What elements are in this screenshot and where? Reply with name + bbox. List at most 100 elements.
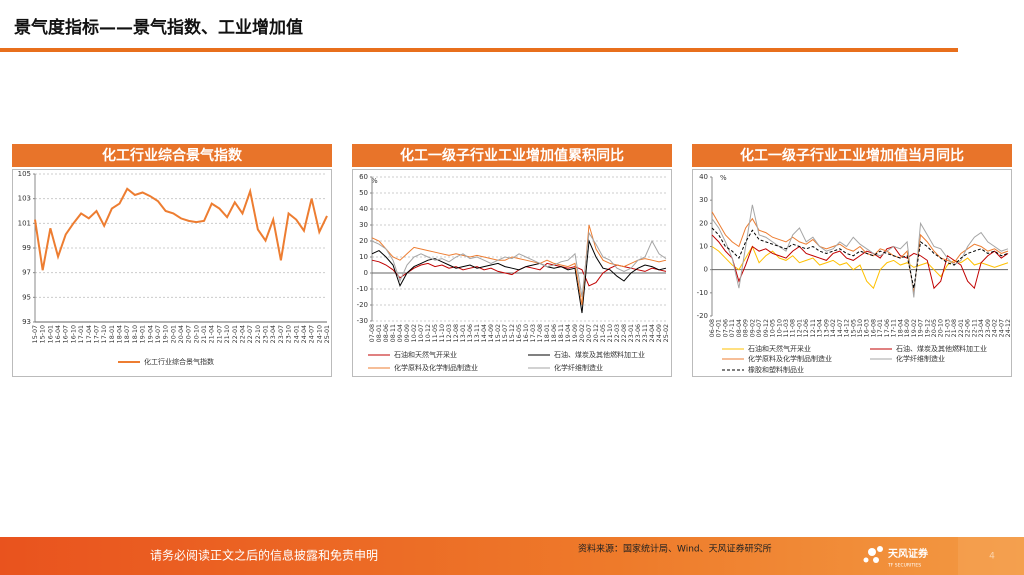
y-tick-label: -20 (357, 301, 368, 309)
x-tick-label: 17-06 (884, 319, 891, 337)
x-tick-label: 17-10 (101, 325, 108, 343)
x-tick-label: 16-05 (516, 324, 523, 342)
y-tick-label: 101 (18, 219, 31, 227)
series-line (711, 234, 1009, 290)
x-tick-label: 07-01 (716, 319, 723, 337)
y-tick-label: 103 (18, 195, 31, 203)
x-tick-label: 06-08 (709, 319, 716, 337)
x-tick-label: 10-10 (776, 319, 783, 337)
x-tick-label: 20-10 (938, 319, 945, 337)
series-line (711, 245, 1009, 290)
series-line (711, 227, 1009, 289)
x-tick-label: 09-04 (397, 324, 404, 342)
x-tick-label: 18-06 (551, 324, 558, 342)
x-tick-label: 17-11 (891, 319, 898, 337)
y-tick-label: 105 (18, 170, 31, 178)
x-tick-label: 22-01 (232, 325, 239, 343)
x-tick-label: 23-04 (978, 319, 985, 337)
x-tick-label: 13-09 (823, 319, 830, 337)
y-tick-label: 60 (359, 173, 368, 181)
y-tick-label: 50 (359, 189, 368, 197)
chart-title: 化工行业综合景气指数 (102, 147, 243, 164)
x-tick-label: 20-07 (186, 325, 193, 343)
x-tick-label: 20-04 (178, 325, 185, 343)
x-tick-label: 22-04 (239, 325, 246, 343)
y-tick-label: -30 (357, 317, 368, 325)
legend-label: 橡胶和塑料制品业 (748, 365, 804, 374)
x-tick-label: 09-07 (756, 319, 763, 337)
x-tick-label: 08-01 (376, 324, 383, 342)
x-tick-label: 19-04 (565, 324, 572, 342)
legend-label: 化学原料及化学制品制造业 (748, 354, 832, 363)
series-line (711, 204, 1009, 298)
x-tick-label: 21-08 (951, 319, 958, 337)
y-tick-label: 0 (364, 269, 368, 277)
x-tick-label: 22-08 (621, 324, 628, 342)
footer-band (0, 537, 1024, 575)
panel-frame (692, 169, 1012, 377)
x-tick-label: 13-11 (474, 324, 481, 342)
x-tick-label: 16-08 (870, 319, 877, 337)
x-tick-label: 23-01 (263, 325, 270, 343)
logo (863, 546, 883, 563)
x-tick-label: 23-06 (635, 324, 642, 342)
x-tick-label: 15-07 (32, 325, 39, 343)
x-tick-label: 23-10 (286, 325, 293, 343)
y-tick-label: 30 (359, 221, 368, 229)
x-tick-label: 18-04 (897, 319, 904, 337)
legend-label: 化学纤维制造业 (896, 354, 945, 363)
x-tick-label: 21-10 (224, 325, 231, 343)
legend-label: 化学纤维制造业 (554, 363, 603, 372)
x-tick-label: 19-07 (918, 319, 925, 337)
x-tick-label: 18-07 (124, 325, 131, 343)
y-tick-label: 97 (22, 269, 31, 277)
series-line (371, 231, 667, 298)
x-tick-label: 18-10 (132, 325, 139, 343)
x-tick-label: 11-05 (432, 324, 439, 342)
x-tick-label: 15-02 (495, 324, 502, 342)
y-tick-label: -10 (697, 289, 708, 297)
x-tick-label: 18-04 (117, 325, 124, 343)
x-tick-label: 23-01 (628, 324, 635, 342)
x-tick-label: 13-01 (460, 324, 467, 342)
x-tick-label: 11-08 (790, 319, 797, 337)
x-tick-label: 21-04 (209, 325, 216, 343)
x-tick-label: 21-03 (944, 319, 951, 337)
y-tick-label: 20 (699, 219, 708, 227)
x-tick-label: 17-07 (93, 325, 100, 343)
x-tick-label: 09-02 (749, 319, 756, 337)
page-box (958, 537, 1024, 575)
x-tick-label: 16-03 (864, 319, 871, 337)
x-tick-label: 16-10 (523, 324, 530, 342)
series-line (371, 239, 667, 314)
x-tick-label: 19-10 (163, 325, 170, 343)
x-tick-label: 12-08 (453, 324, 460, 342)
x-tick-label: 15-12 (509, 324, 516, 342)
x-tick-label: 19-09 (572, 324, 579, 342)
x-tick-label: 22-01 (958, 319, 965, 337)
logo-text: 天风证券 (888, 547, 929, 560)
x-tick-label: 14-04 (481, 324, 488, 342)
chart-title: 化工一级子行业工业增加值累积同比 (400, 147, 624, 164)
x-tick-label: 20-12 (593, 324, 600, 342)
x-tick-label: 12-01 (796, 319, 803, 337)
x-tick-label: 17-04 (86, 325, 93, 343)
x-tick-label: 14-12 (844, 319, 851, 337)
x-tick-label: 25-02 (663, 324, 670, 342)
x-tick-label: 08-06 (383, 324, 390, 342)
x-tick-label: 10-12 (425, 324, 432, 342)
y-tick-label: 40 (359, 205, 368, 213)
x-tick-label: 08-11 (390, 324, 397, 342)
x-tick-label: 10-05 (770, 319, 777, 337)
x-tick-label: 22-03 (614, 324, 621, 342)
x-tick-label: 12-03 (446, 324, 453, 342)
y-tick-label: 20 (359, 237, 368, 245)
x-tick-label: 24-01 (293, 325, 300, 343)
x-tick-label: 19-07 (155, 325, 162, 343)
y-tick-label: 0 (704, 266, 708, 274)
x-tick-label: 23-07 (278, 325, 285, 343)
x-tick-label: 16-07 (63, 325, 70, 343)
x-tick-label: 15-05 (850, 319, 857, 337)
x-tick-label: 17-01 (78, 325, 85, 343)
